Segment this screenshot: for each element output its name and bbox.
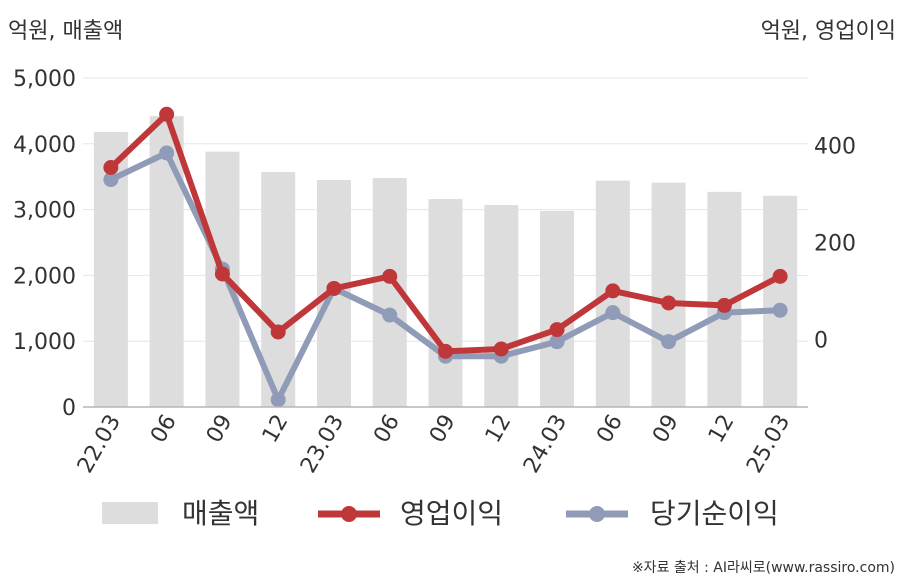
x-tick-label: 06 (369, 411, 405, 448)
left-tick-label: 5,000 (13, 67, 76, 92)
point-operating-profit (438, 343, 453, 359)
point-operating-profit (382, 268, 398, 284)
left-axis-unit: 억원, 매출액 (8, 19, 123, 44)
point-net-income (159, 145, 175, 161)
point-operating-profit (549, 322, 565, 338)
point-operating-profit (605, 283, 621, 299)
x-tick-label: 12 (704, 411, 740, 448)
point-net-income (772, 302, 788, 318)
x-tick-label: 22.03 (73, 411, 126, 478)
x-tick-label: 06 (146, 411, 182, 448)
right-tick-label: 0 (814, 328, 828, 353)
point-operating-profit (103, 160, 119, 176)
left-tick-label: 4,000 (13, 133, 76, 158)
legend-label-revenue: 매출액 (182, 497, 259, 530)
right-axis-unit: 억원, 영업이익 (761, 19, 896, 44)
x-axis-ticks: 22.03 06 09 12 23.03 06 09 12 24.03 06 09 12 25.03 (73, 411, 795, 478)
point-operating-profit (772, 268, 788, 284)
point-operating-profit (214, 266, 230, 282)
source-note: ※자료 출처 : AI라씨로(www.rassiro.com) (632, 560, 895, 576)
point-net-income (270, 392, 286, 408)
point-net-income (605, 305, 621, 321)
x-tick-label: 12 (481, 411, 517, 448)
legend-item-operating-profit: 영업이익 (318, 497, 503, 530)
point-operating-profit (661, 295, 677, 311)
legend: 매출액 영업이익 당기순이익 (102, 497, 779, 530)
bar-revenue (540, 210, 575, 407)
bar-revenue (484, 204, 519, 407)
bar-revenue (763, 195, 798, 407)
left-tick-label: 3,000 (13, 199, 76, 224)
point-net-income (103, 172, 119, 188)
left-tick-label: 2,000 (13, 264, 76, 289)
x-tick-label: 25.03 (742, 411, 795, 478)
point-operating-profit (493, 341, 509, 357)
left-tick-label: 1,000 (13, 330, 76, 355)
right-tick-label: 400 (814, 135, 856, 160)
point-net-income (661, 334, 677, 350)
x-tick-label: 09 (202, 411, 238, 448)
x-tick-label: 09 (425, 411, 461, 448)
legend-label-operating-profit: 영업이익 (400, 497, 503, 530)
x-tick-label: 24.03 (519, 411, 572, 478)
bar-revenue (651, 182, 686, 407)
point-operating-profit (270, 324, 286, 340)
left-axis-ticks: 0 1,000 2,000 3,000 4,000 5,000 (13, 67, 76, 421)
legend-marker-net-income (589, 506, 605, 522)
bar-revenue (149, 116, 184, 407)
right-tick-label: 200 (814, 232, 856, 257)
point-net-income (549, 334, 565, 350)
x-tick-label: 23.03 (296, 411, 349, 478)
point-operating-profit (716, 297, 732, 313)
line-series (103, 106, 788, 408)
legend-item-revenue: 매출액 (102, 497, 259, 530)
legend-item-net-income: 당기순이익 (566, 497, 779, 530)
point-operating-profit (326, 280, 342, 296)
x-tick-label: 12 (258, 411, 294, 448)
point-net-income (382, 307, 398, 323)
legend-swatch-revenue (102, 502, 158, 524)
x-tick-label: 06 (592, 411, 628, 448)
point-operating-profit (159, 106, 175, 122)
legend-marker-operating-profit (341, 506, 357, 522)
legend-label-net-income: 당기순이익 (650, 497, 779, 530)
x-tick-label: 09 (648, 411, 684, 448)
bar-revenue (428, 199, 463, 407)
right-axis-ticks: 0 200 400 (814, 135, 856, 354)
left-tick-label: 0 (62, 396, 76, 421)
